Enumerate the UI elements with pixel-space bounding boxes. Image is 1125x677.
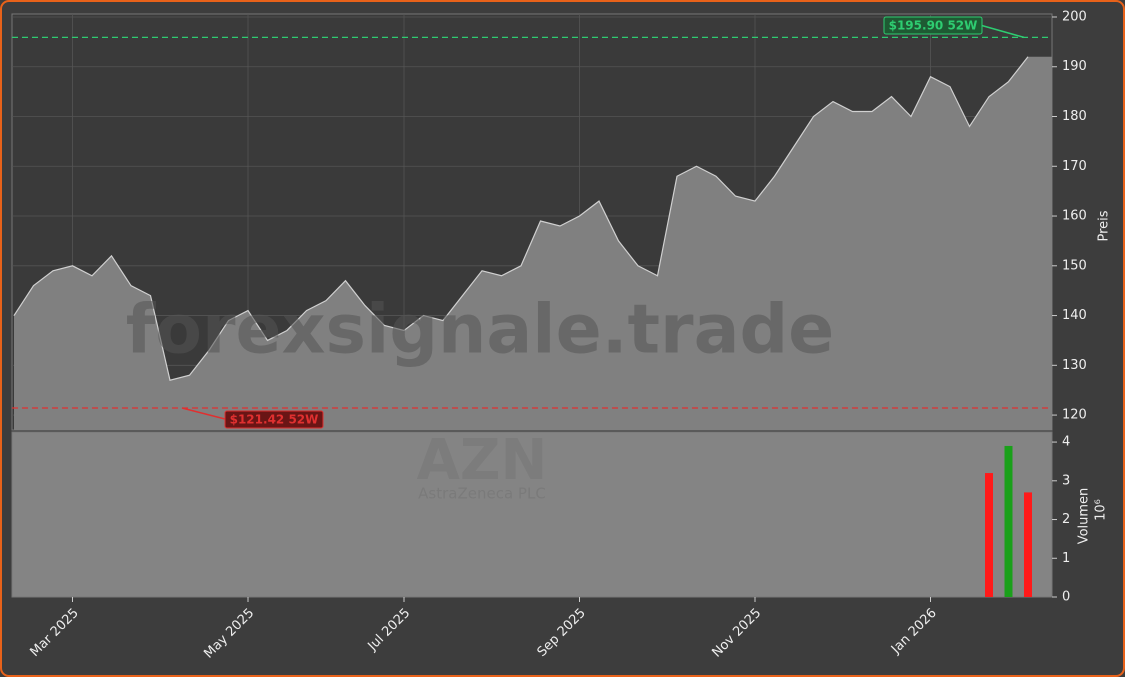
y-tick-label: 180 <box>1062 109 1087 124</box>
volume-scale-label: 10⁶ <box>1094 499 1109 521</box>
y-tick-label: 150 <box>1062 258 1087 273</box>
annotation-arrow <box>979 24 1025 39</box>
y-tick-label: 120 <box>1062 408 1087 423</box>
volume-bar <box>1004 445 1013 597</box>
volume-panel <box>11 431 1053 598</box>
annotation-arrow <box>181 407 226 420</box>
annotation-label: $121.42 52W <box>230 413 319 427</box>
y-tick-label: 130 <box>1062 358 1087 373</box>
symbol-watermark: AZN <box>417 428 548 493</box>
volume-tick-label: 0 <box>1062 590 1070 605</box>
y-axis-label: Preis <box>1097 210 1112 241</box>
watermark: forexsignale.trade <box>126 291 835 370</box>
volume-bar <box>1024 492 1032 597</box>
volume-axis-label: Volumen <box>1077 488 1092 545</box>
volume-tick-label: 1 <box>1062 551 1070 566</box>
company-watermark: AstraZeneca PLC <box>418 485 546 503</box>
y-tick-label: 160 <box>1062 209 1087 224</box>
annotation-box <box>224 410 324 429</box>
price-area <box>14 56 1052 431</box>
y-tick-label: 170 <box>1062 159 1087 174</box>
y-tick-label: 200 <box>1062 9 1087 24</box>
volume-bar <box>985 473 993 597</box>
volume-tick-label: 2 <box>1062 512 1070 527</box>
y-tick-label: 190 <box>1062 59 1087 74</box>
annotation-box <box>883 16 983 35</box>
annotation-label: $195.90 52W <box>889 19 978 33</box>
price-line <box>13 56 1029 381</box>
volume-tick-label: 4 <box>1062 435 1070 450</box>
volume-tick-label: 3 <box>1062 473 1070 488</box>
y-tick-label: 140 <box>1062 308 1087 323</box>
